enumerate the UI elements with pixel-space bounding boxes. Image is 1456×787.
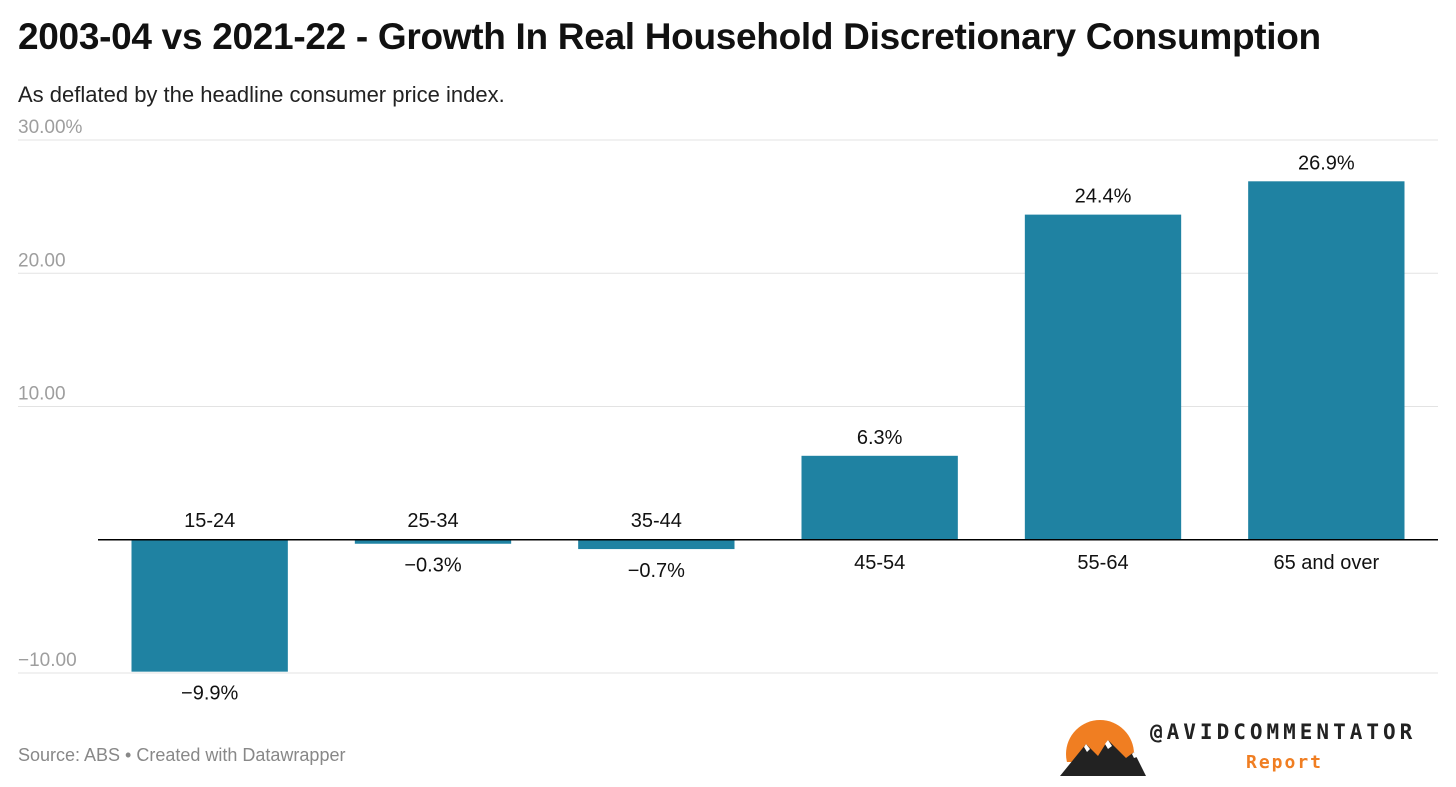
category-label: 65 and over	[1274, 552, 1380, 574]
category-label: 55-64	[1077, 552, 1128, 574]
y-tick-label: 20.00	[18, 250, 66, 271]
value-label: 24.4%	[1075, 186, 1132, 208]
logo-report: Report	[1246, 752, 1324, 773]
bar	[578, 539, 735, 550]
chart-title: 2003-04 vs 2021-22 - Growth In Real Hous…	[18, 16, 1321, 57]
category-label: 25-34	[407, 510, 458, 532]
y-tick-label: 10.00	[18, 384, 66, 405]
category-label: 35-44	[631, 510, 682, 532]
category-label: 45-54	[854, 552, 905, 574]
brand-logo: @AVIDCOMMENTATOR Report	[1058, 716, 1438, 780]
bar	[1248, 181, 1405, 540]
chart-subtitle: As deflated by the headline consumer pri…	[18, 82, 505, 107]
logo-handle: @AVIDCOMMENTATOR	[1150, 720, 1417, 744]
bar	[354, 539, 512, 544]
value-label: −0.7%	[628, 560, 685, 582]
value-label: −9.9%	[181, 683, 238, 705]
y-tick-label: −10.00	[18, 650, 77, 671]
bar	[1024, 214, 1182, 540]
mountain-sun-icon	[1058, 720, 1148, 780]
bar	[801, 455, 958, 540]
y-tick-label: 30.00%	[18, 117, 83, 138]
value-label: 6.3%	[857, 427, 903, 449]
value-label: −0.3%	[404, 555, 461, 577]
source-footer: Source: ABS • Created with Datawrapper	[18, 745, 346, 765]
bar	[131, 539, 288, 672]
category-label: 15-24	[184, 510, 235, 532]
value-label: 26.9%	[1298, 152, 1355, 174]
